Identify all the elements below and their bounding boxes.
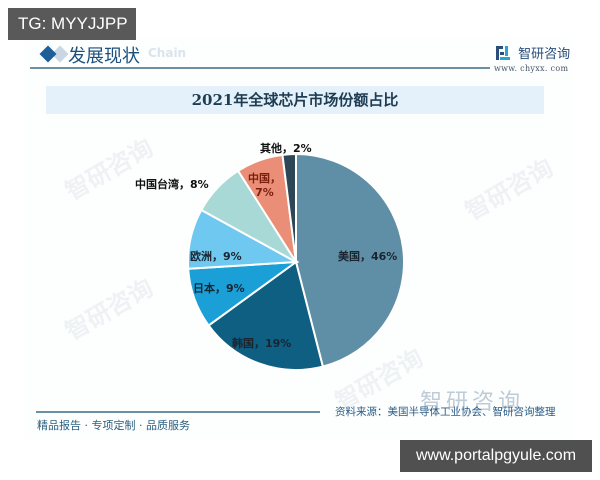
brand-logo-text: 智研咨询: [518, 47, 571, 62]
chart-title: 2021年全球芯片市场份额占比: [46, 86, 544, 114]
label-taiwan: 中国台湾，8%: [135, 178, 209, 191]
label-usa: 美国，46%: [338, 250, 398, 263]
label-china: 中国， 7%: [248, 172, 281, 200]
header-divider: [30, 67, 490, 69]
label-europe: 欧洲，9%: [190, 250, 242, 263]
pie-slice-usa: [295, 152, 406, 368]
section-title: 发展现状: [68, 46, 140, 67]
label-korea: 韩国，19%: [232, 337, 292, 350]
label-other: 其他，2%: [260, 142, 312, 155]
pie-slice-korea: [207, 260, 325, 371]
footer-divider: [36, 411, 320, 413]
label-china-value: 7%: [255, 186, 274, 199]
section-subtitle: Chain: [148, 46, 187, 60]
footer-watermark-logo: 智研咨询: [420, 390, 525, 415]
brand-logo: 智研咨询: [496, 42, 570, 62]
tg-badge: TG: MYYJJPP: [8, 8, 136, 40]
footer-tagline: 精品报告 · 专项定制 · 品质服务: [37, 419, 190, 432]
chart-source: 资料来源：美国半导体工业协会、智研咨询整理: [335, 406, 556, 418]
pie-slice-other: [281, 152, 297, 263]
brand-url: www. chyxx. com: [494, 64, 569, 73]
brand-logo-icon: [496, 45, 510, 60]
url-badge: www.portalpgyule.com: [400, 440, 592, 472]
label-japan: 日本，9%: [193, 282, 245, 295]
label-china-name: 中国，: [248, 172, 281, 185]
section-header: 发展现状 Chain: [30, 40, 570, 72]
